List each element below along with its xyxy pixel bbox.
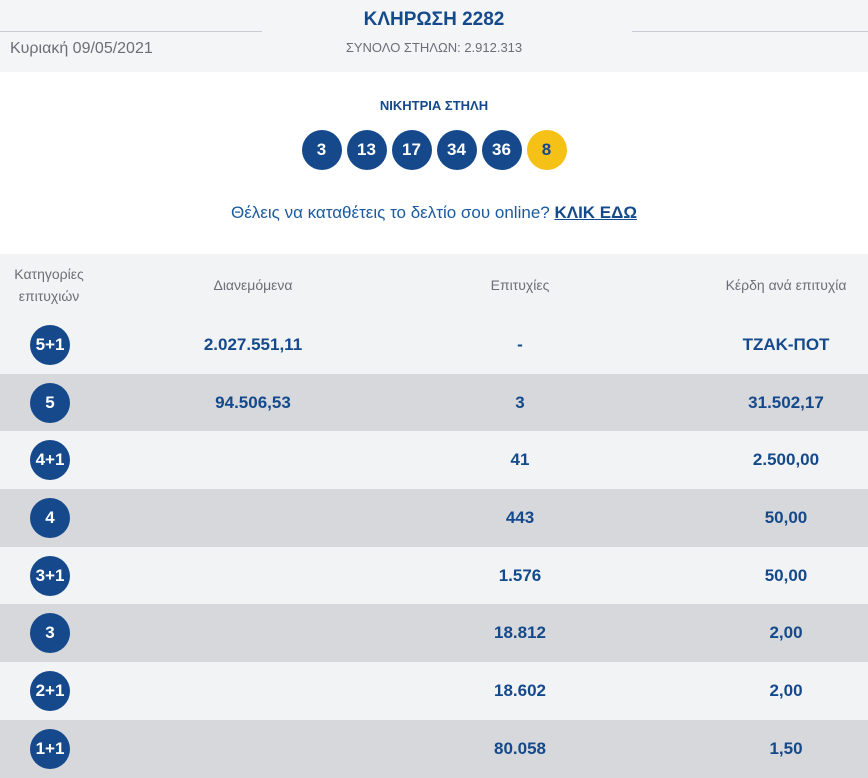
table-row: 4 443 50,00 [0,489,868,547]
wins-count: 80.058 [494,738,546,758]
wins-count: 41 [510,450,530,470]
winning-section: ΝΙΚΗΤΡΙΑ ΣΤΗΛΗ 3 13 17 34 36 8 Θέλεις να… [0,72,868,254]
click-here-link[interactable]: ΚΛΙΚ ΕΔΩ [554,203,637,222]
category-badge: 1+1 [30,728,70,769]
number-ball: 13 [346,130,387,170]
category-badge: 3 [30,613,70,654]
number-ball: 3 [301,130,342,170]
category-badge: 3+1 [30,555,70,596]
prize-per-win: 2.500,00 [752,450,820,470]
wins-count: 443 [505,507,535,527]
prize-per-win: 2,00 [769,680,803,700]
table-header: Κατηγορίες επιτυχιών Διανεμόμενα Επιτυχί… [0,254,868,316]
prize-per-win: 50,00 [764,565,808,585]
wins-count: - [517,334,523,354]
prize-per-win: 31.502,17 [748,392,824,412]
category-badge: 5+1 [30,324,70,365]
table-row: 4+1 41 2.500,00 [0,431,868,490]
wins-count: 1.576 [498,565,542,585]
distributed-amount [153,489,353,547]
category-badge: 5 [30,382,70,423]
prize-per-win: 50,00 [764,507,808,527]
promo-text: Θέλεις να καταθέτεις το δελτίο σου onlin… [231,203,550,222]
prize-per-win: 1,50 [769,738,803,758]
table-row: 3+1 1.576 50,00 [0,546,868,605]
category-badge: 4 [30,497,70,538]
header-distributed: Διανεμόμενα [213,277,293,293]
number-ball: 17 [391,130,432,170]
number-ball: 34 [436,130,477,170]
header-wins: Επιτυχίες [490,277,550,293]
draw-date: Κυριακή 09/05/2021 [10,40,153,57]
distributed-amount [153,604,353,662]
joker-ball: 8 [526,130,567,170]
online-promo: Θέλεις να καταθέτεις το δελτίο σου onlin… [0,203,868,223]
winning-numbers: 3 13 17 34 36 8 [0,130,868,170]
draw-header: Κυριακή 09/05/2021 ΚΛΗΡΩΣΗ 2282 ΣΥΝΟΛΟ Σ… [0,0,868,72]
distributed-amount [153,662,353,720]
table-row: 2+1 18.602 2,00 [0,662,868,720]
header-category: Κατηγορίες επιτυχιών [14,266,84,304]
wins-count: 18.602 [494,680,546,700]
total-columns: ΣΥΝΟΛΟ ΣΤΗΛΩΝ: 2.912.313 [345,40,523,55]
table-row: 1+1 80.058 1,50 [0,719,868,778]
prize-per-win: 2,00 [769,623,803,643]
table-row: 5+1 2.027.551,11 - ΤΖΑΚ-ΠΟΤ [0,316,868,374]
distributed-amount [153,431,353,489]
distributed-amount: 2.027.551,11 [203,334,303,354]
prize-per-win: ΤΖΑΚ-ΠΟΤ [742,334,830,354]
category-badge: 4+1 [30,440,70,481]
wins-count: 3 [515,392,525,412]
category-badge: 2+1 [30,670,70,711]
distributed-amount: 94.506,53 [215,392,291,412]
distributed-amount [153,547,353,605]
wins-count: 18.812 [494,623,546,643]
header-divider-right [632,31,868,32]
table-row: 3 18.812 2,00 [0,604,868,663]
table-row: 5 94.506,53 3 31.502,17 [0,373,868,432]
number-ball: 36 [481,130,522,170]
draw-title: ΚΛΗΡΩΣΗ 2282 [363,9,505,30]
header-divider-left [0,31,262,32]
header-prize: Κέρδη ανά επιτυχία [725,277,847,293]
distributed-amount [153,720,353,778]
winning-column-label: ΝΙΚΗΤΡΙΑ ΣΤΗΛΗ [379,98,489,113]
